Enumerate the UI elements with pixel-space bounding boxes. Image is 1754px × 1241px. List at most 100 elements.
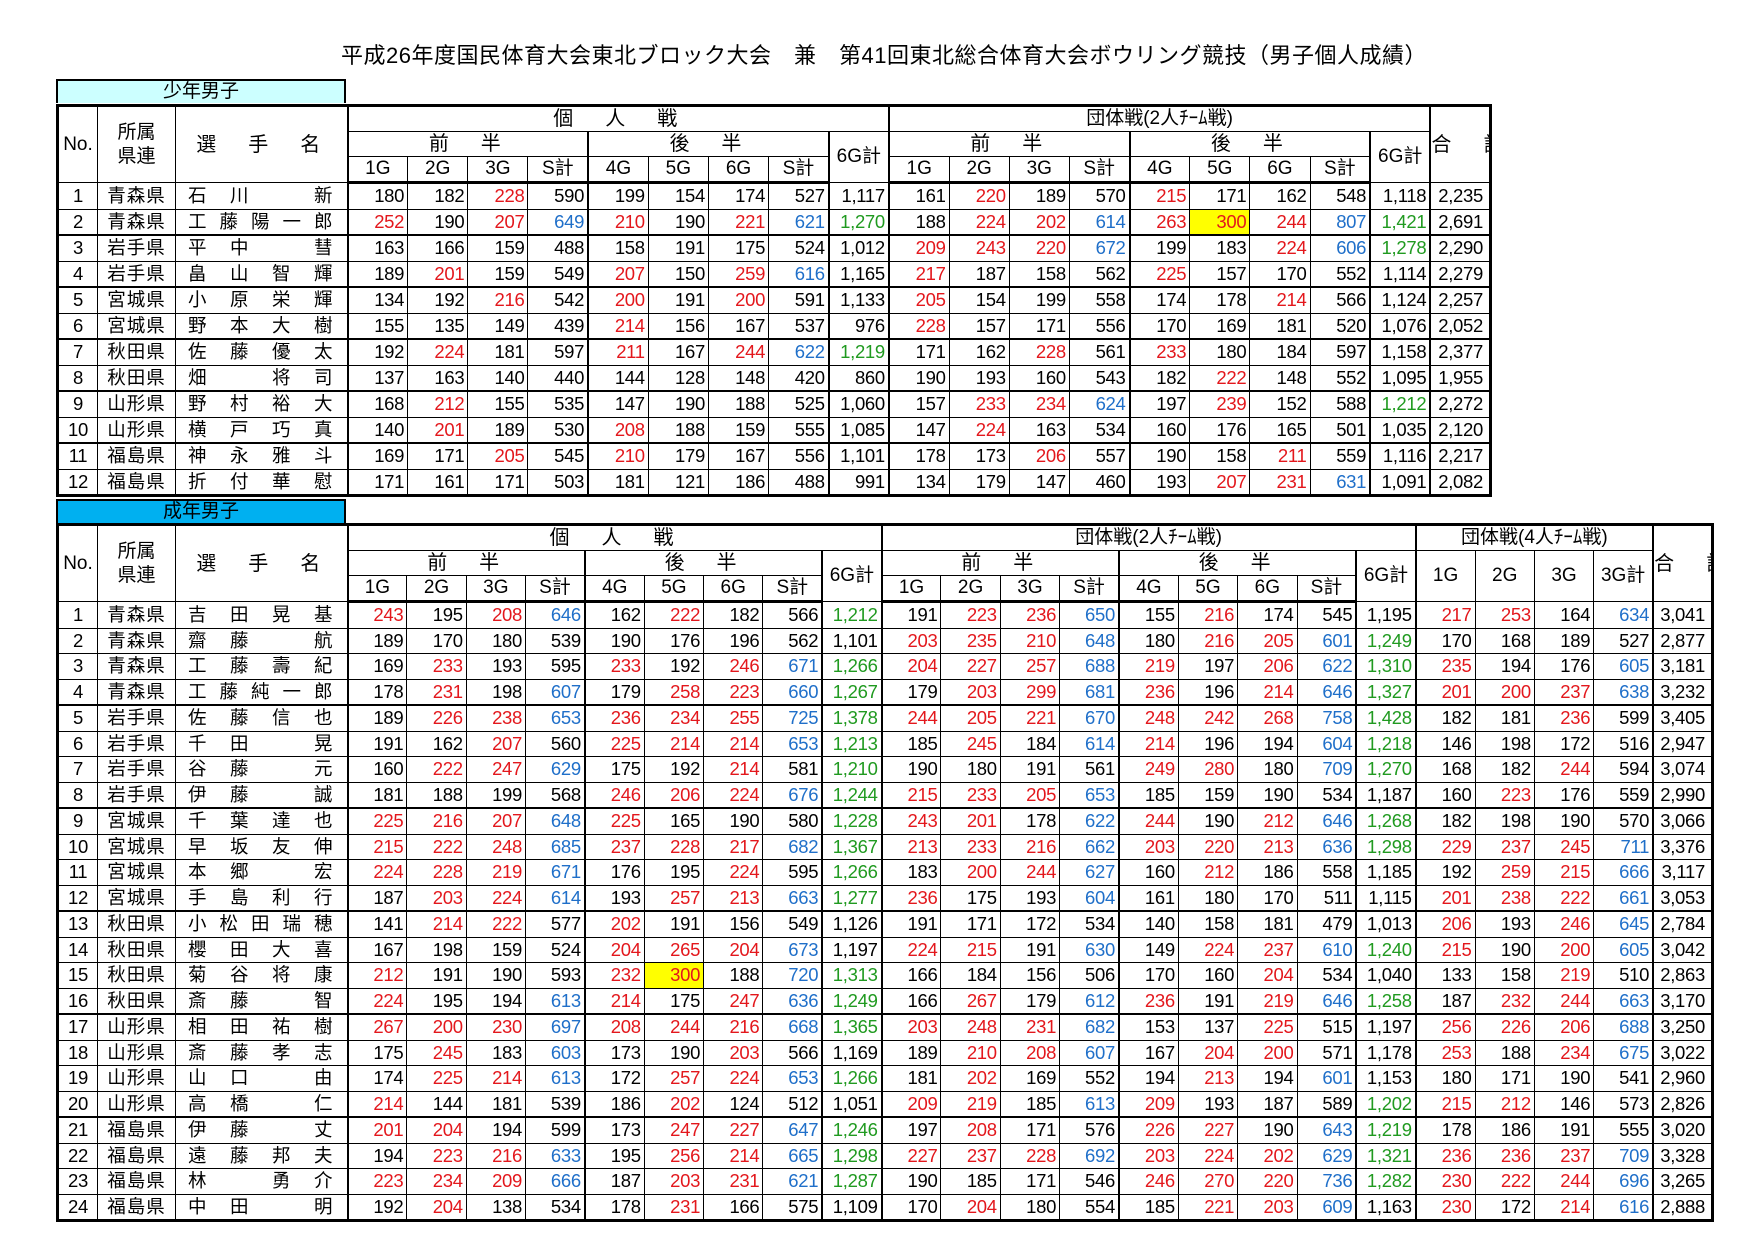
- header-g3: 3G: [467, 156, 529, 184]
- ind-first-half-total: 545: [527, 442, 589, 470]
- ind-g1: 192: [346, 338, 409, 366]
- team2-g6: 220: [1237, 1168, 1298, 1195]
- team2-second-half-total: 545: [1296, 601, 1357, 629]
- player-prefecture: 秋田県: [97, 910, 176, 938]
- ind-six-game-total: 1,246: [821, 1116, 883, 1144]
- ind-first-half-total: 685: [525, 833, 586, 860]
- team2-g5: 159: [1177, 781, 1239, 809]
- ind-second-half-total: 663: [762, 884, 823, 912]
- team4-g2: 188: [1474, 1039, 1535, 1066]
- team2-g5: 158: [1177, 910, 1239, 938]
- table-row: 22 福島県 遠藤邦夫 194 223 216 633 195 256 214 665 1,298 22…: [57, 1142, 1714, 1169]
- ind-g1: 201: [346, 1116, 408, 1144]
- ind-first-half-total: 503: [527, 468, 589, 496]
- team2-second-half-total: 571: [1296, 1039, 1357, 1066]
- ind-g2: 222: [406, 833, 467, 860]
- ind-six-game-total: 1,365: [821, 1013, 883, 1041]
- ind-g6: 224: [703, 859, 764, 886]
- ind-second-half-total: 668: [762, 1013, 823, 1041]
- ind-six-game-total: 1,117: [827, 182, 890, 210]
- team4-g1: 180: [1414, 1065, 1476, 1092]
- header-name: 選 手 名: [175, 105, 348, 183]
- team4-g3: 215: [1533, 859, 1595, 886]
- player-name: 櫻田大喜: [175, 936, 348, 963]
- header-g5: 5G: [647, 156, 709, 184]
- team4-three-game-total: 638: [1593, 678, 1654, 706]
- header-team2: 団体戦(2人ﾁｰﾑ戦): [887, 105, 1431, 132]
- team4-g1: 201: [1414, 678, 1476, 706]
- team2-six-game-total: 1,240: [1355, 936, 1417, 963]
- team2-g6: 202: [1237, 1142, 1298, 1169]
- player-name: 小原栄輝: [175, 286, 348, 314]
- team2-first-half-total: 460: [1068, 468, 1131, 496]
- ind-g4: 144: [587, 364, 649, 392]
- team2-g6: 224: [1249, 234, 1311, 262]
- ind-g1: 192: [346, 1193, 408, 1221]
- ind-g5: 167: [647, 338, 709, 366]
- player-name: 高橋 仁: [175, 1090, 348, 1118]
- team2-g3: 234: [1008, 390, 1070, 418]
- table-row: 18 山形県 斎藤孝志 175 245 183 603 173 190 203 566 1,169 18…: [57, 1039, 1714, 1066]
- team2-g2: 243: [948, 234, 1010, 262]
- ind-g2: 144: [406, 1090, 467, 1118]
- ind-g5: 257: [643, 1065, 705, 1092]
- team2-g5: 183: [1189, 234, 1251, 262]
- page-title: 平成26年度国民体育大会東北ブロック大会 兼 第41回東北総合体育大会ボウリング…: [341, 43, 1427, 68]
- player-name: 吉田晃基: [175, 601, 348, 629]
- ind-g5: 256: [643, 1142, 705, 1169]
- team2-g5: 220: [1177, 833, 1239, 860]
- player-name: 畑 将司: [175, 364, 348, 392]
- player-prefecture: 福島県: [97, 1142, 176, 1169]
- team2-g5: 171: [1189, 182, 1251, 210]
- player-no: 16: [57, 987, 98, 1015]
- player-name: 野村裕大: [175, 390, 348, 418]
- team2-g6: 174: [1237, 601, 1298, 629]
- team2-second-half-total: 511: [1296, 884, 1357, 912]
- ind-g2: 162: [406, 730, 467, 757]
- team2-second-half-total: 558: [1296, 859, 1357, 886]
- team2-g2: 201: [940, 807, 1001, 835]
- team2-g4: 203: [1117, 833, 1179, 860]
- team2-g2: 224: [948, 208, 1010, 236]
- header-g5: 5G: [1177, 575, 1239, 603]
- ind-g2: 135: [407, 312, 469, 340]
- team2-six-game-total: 1,219: [1355, 1116, 1417, 1144]
- team2-six-game-total: 1,258: [1355, 987, 1417, 1015]
- ind-g1: 174: [346, 1065, 408, 1092]
- ind-first-half-total: 599: [525, 1116, 586, 1144]
- team2-g5: 213: [1177, 1065, 1239, 1092]
- ind-second-half-total: 591: [768, 286, 830, 314]
- ind-g5: 234: [643, 704, 705, 732]
- header-pref: 所属県連: [97, 105, 176, 183]
- player-prefecture: 宮城県: [97, 286, 176, 314]
- ind-g2: 204: [406, 1193, 467, 1221]
- team2-second-half-total: 807: [1309, 208, 1371, 236]
- team2-second-half-total: 588: [1309, 390, 1371, 418]
- team4-g2: 236: [1474, 1142, 1535, 1169]
- team2-first-half-total: 562: [1068, 260, 1131, 288]
- team2-g2: 157: [948, 312, 1010, 340]
- ind-g1: 140: [346, 416, 409, 444]
- ind-g4: 232: [583, 962, 645, 989]
- team4-three-game-total: 675: [1593, 1039, 1654, 1066]
- ind-six-game-total: 1,051: [821, 1090, 883, 1118]
- team2-g3: 171: [1008, 312, 1070, 340]
- ind-g5: 195: [643, 859, 705, 886]
- header-pref: 所属県連: [97, 524, 176, 602]
- table-row: 4 青森県 工藤純一郎 178 231 198 607 179 258 223 660 1,267 17…: [57, 678, 1714, 706]
- team2-g4: 249: [1117, 756, 1179, 783]
- player-prefecture: 青森県: [97, 627, 176, 654]
- team2-g2: 210: [940, 1039, 1001, 1066]
- header-g2: 2G: [1474, 550, 1535, 602]
- ind-g2: 200: [406, 1013, 467, 1041]
- ind-first-half-total: 530: [527, 416, 589, 444]
- team2-g2: 245: [940, 730, 1001, 757]
- header-g2: 2G: [948, 156, 1010, 184]
- header-s-total: S計: [1068, 156, 1131, 184]
- player-name: 斎藤孝志: [175, 1039, 348, 1066]
- team2-first-half-total: 630: [1059, 936, 1120, 963]
- team2-g4: 214: [1117, 730, 1179, 757]
- team2-g6: 148: [1249, 364, 1311, 392]
- player-no: 9: [57, 390, 98, 418]
- player-no: 20: [57, 1090, 98, 1118]
